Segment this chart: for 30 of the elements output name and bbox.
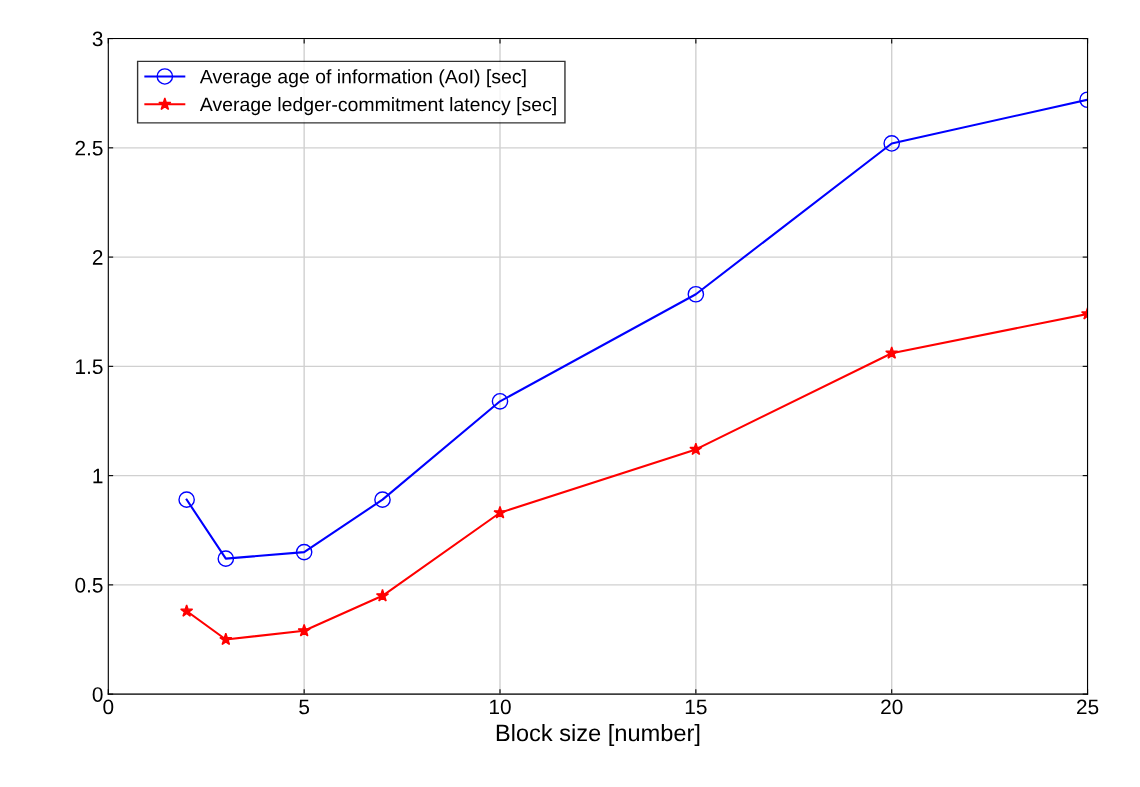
point	[217, 550, 235, 567]
x-tick-label: 15	[685, 699, 707, 715]
x-tick-label: 10	[490, 699, 511, 715]
x-tick-label: 20	[881, 699, 903, 715]
point	[689, 442, 703, 456]
point	[178, 491, 195, 508]
y-tick-label: 0	[92, 687, 103, 702]
point	[180, 604, 194, 617]
x-axis-title: Block size [number]	[496, 723, 700, 746]
x-tick-label: 5	[299, 699, 310, 715]
point	[219, 632, 233, 646]
point	[883, 135, 901, 152]
y-tick-label: 2.5	[75, 140, 103, 156]
x-tick-label: 25	[1077, 699, 1099, 715]
point	[375, 588, 390, 602]
y-tick-label: 0.5	[75, 577, 103, 593]
point	[687, 285, 705, 303]
point	[297, 623, 311, 637]
point	[491, 392, 509, 410]
y-tick-label: 1.5	[76, 359, 103, 375]
point	[374, 491, 391, 508]
legend-label: Average ledger-commitment latency [sec]	[199, 97, 556, 116]
y-tick-label: 3	[92, 31, 103, 47]
x-tick-label: 0	[103, 699, 114, 715]
point	[885, 346, 899, 359]
point	[295, 543, 313, 561]
y-tick-label: 1	[93, 468, 103, 484]
y-tick-label: 2	[92, 250, 103, 265]
legend-label: Average age of information (AoI) [sec]	[199, 69, 526, 88]
point	[493, 505, 507, 519]
